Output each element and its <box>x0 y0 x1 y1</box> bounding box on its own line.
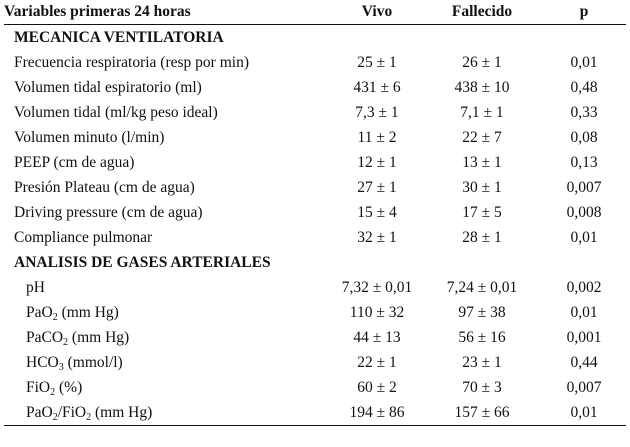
cell-vivo: 11 ± 2 <box>357 128 397 146</box>
cell-p: 0,008 <box>566 203 602 221</box>
label-subscript: 2 <box>52 411 58 423</box>
row-label: FiO2 (%) <box>4 375 332 400</box>
cell-fallecido: 438 ± 10 <box>454 78 510 96</box>
label-unit: (%) <box>55 378 83 396</box>
label-subscript: 2 <box>50 386 56 398</box>
cell-p: 0,01 <box>542 400 626 426</box>
table-row: Volumen tidal (ml/kg peso ideal) 7,3 ± 1… <box>4 100 626 125</box>
table-row: FiO2 (%) 60 ± 2 70 ± 3 0,007 <box>4 375 626 400</box>
cell-p: 0,33 <box>570 103 598 121</box>
table-row: Frecuencia respiratoria (resp por min) 2… <box>4 50 626 75</box>
label-text: PaCO <box>26 328 64 346</box>
table-row: PaCO2 (mm Hg) 44 ± 13 56 ± 16 0,001 <box>4 325 626 350</box>
table-row: PaO2/FiO2 (mm Hg) 194 ± 86 157 ± 66 0,01 <box>4 400 626 426</box>
results-table: Variables primeras 24 horas Vivo Falleci… <box>4 0 626 426</box>
cell-vivo: 15 ± 4 <box>357 203 397 221</box>
row-label: PEEP (cm de agua) <box>14 153 135 171</box>
cell-fallecido: 26 ± 1 <box>462 53 502 71</box>
table-row: pH 7,32 ± 0,01 7,24 ± 0,01 0,002 <box>4 275 626 300</box>
row-label: pH <box>4 275 332 300</box>
cell-p: 0,44 <box>570 353 598 371</box>
cell-p: 0,007 <box>566 378 602 396</box>
label-text: PaO <box>26 303 53 321</box>
label-subscript: 2 <box>52 311 58 323</box>
row-label: HCO3 (mmol/l) <box>4 350 332 375</box>
section-mecanica-row: MECANICA VENTILATORIA <box>4 25 626 51</box>
cell-vivo: 27 ± 1 <box>357 178 397 196</box>
cell-fallecido: 7,1 ± 1 <box>460 103 504 121</box>
row-label: Volumen tidal espiratorio (ml) <box>14 78 202 96</box>
row-label: Volumen minuto (l/min) <box>14 128 165 146</box>
cell-fallecido: 7,24 ± 0,01 <box>446 278 518 296</box>
row-label: Presión Plateau (cm de agua) <box>14 178 195 196</box>
label-subscript: 3 <box>58 361 64 373</box>
cell-p: 0,13 <box>570 153 598 171</box>
cell-vivo: 7,32 ± 0,01 <box>341 278 413 296</box>
cell-p: 0,002 <box>566 278 602 296</box>
cell-fallecido: 56 ± 16 <box>458 328 506 346</box>
table-row: Compliance pulmonar 32 ± 1 28 ± 1 0,01 <box>4 225 626 250</box>
cell-p: 0,007 <box>566 178 602 196</box>
label-subscript: 2 <box>63 336 69 348</box>
cell-fallecido: 28 ± 1 <box>462 228 502 246</box>
row-label: Driving pressure (cm de agua) <box>14 203 203 221</box>
cell-fallecido: 157 ± 66 <box>422 400 542 426</box>
table-row: Driving pressure (cm de agua) 15 ± 4 17 … <box>4 200 626 225</box>
table-row: Volumen minuto (l/min) 11 ± 2 22 ± 7 0,0… <box>4 125 626 150</box>
row-label: PaO2/FiO2 (mm Hg) <box>4 400 332 426</box>
cell-p: 0,01 <box>570 53 598 71</box>
cell-vivo: 12 ± 1 <box>357 153 397 171</box>
cell-fallecido: 97 ± 38 <box>458 303 506 321</box>
cell-fallecido: 13 ± 1 <box>462 153 502 171</box>
table-row: Presión Plateau (cm de agua) 27 ± 1 30 ±… <box>4 175 626 200</box>
row-label: Frecuencia respiratoria (resp por min) <box>14 53 249 71</box>
row-label: Volumen tidal (ml/kg peso ideal) <box>14 103 218 121</box>
label-text-mid: /FiO <box>57 403 87 421</box>
row-label: Compliance pulmonar <box>14 228 153 246</box>
cell-vivo: 22 ± 1 <box>357 353 397 371</box>
label-unit: (mmol/l) <box>63 353 123 371</box>
header-p: p <box>542 0 626 25</box>
section-gases-row: ANALISIS DE GASES ARTERIALES <box>4 250 626 275</box>
cell-vivo: 7,3 ± 1 <box>355 103 399 121</box>
table-row: Volumen tidal espiratorio (ml) 431 ± 6 4… <box>4 75 626 100</box>
header-variables: Variables primeras 24 horas <box>4 0 332 25</box>
label-text: FiO <box>26 378 51 396</box>
label-unit: (mm Hg) <box>57 303 119 321</box>
label-text: PaO <box>26 403 53 421</box>
section-title-mecanica: MECANICA VENTILATORIA <box>14 28 224 46</box>
label-text: pH <box>26 278 45 296</box>
row-label: PaCO2 (mm Hg) <box>4 325 332 350</box>
cell-fallecido: 30 ± 1 <box>462 178 502 196</box>
label-subscript-2: 2 <box>86 411 92 423</box>
section-title-gases: ANALISIS DE GASES ARTERIALES <box>14 253 271 271</box>
table-row: HCO3 (mmol/l) 22 ± 1 23 ± 1 0,44 <box>4 350 626 375</box>
table-header-row: Variables primeras 24 horas Vivo Falleci… <box>4 0 626 25</box>
table-row: PEEP (cm de agua) 12 ± 1 13 ± 1 0,13 <box>4 150 626 175</box>
cell-p: 0,08 <box>570 128 598 146</box>
header-fallecido: Fallecido <box>422 0 542 25</box>
cell-fallecido: 22 ± 7 <box>462 128 502 146</box>
cell-fallecido: 70 ± 3 <box>462 378 502 396</box>
cell-vivo: 44 ± 13 <box>353 328 401 346</box>
cell-vivo: 25 ± 1 <box>357 53 397 71</box>
header-vivo: Vivo <box>332 0 422 25</box>
cell-vivo: 32 ± 1 <box>357 228 397 246</box>
cell-fallecido: 17 ± 5 <box>462 203 502 221</box>
cell-vivo: 194 ± 86 <box>332 400 422 426</box>
table-row: PaO2 (mm Hg) 110 ± 32 97 ± 38 0,01 <box>4 300 626 325</box>
cell-vivo: 60 ± 2 <box>357 378 397 396</box>
cell-vivo: 110 ± 32 <box>349 303 405 321</box>
row-label: PaO2 (mm Hg) <box>4 300 332 325</box>
label-unit: (mm Hg) <box>68 328 130 346</box>
label-unit: (mm Hg) <box>91 403 153 421</box>
cell-p: 0,001 <box>566 328 602 346</box>
cell-vivo: 431 ± 6 <box>353 78 401 96</box>
cell-p: 0,48 <box>570 78 598 96</box>
cell-fallecido: 23 ± 1 <box>462 353 502 371</box>
cell-p: 0,01 <box>570 303 598 321</box>
label-text: HCO <box>26 353 59 371</box>
cell-p: 0,01 <box>570 228 598 246</box>
